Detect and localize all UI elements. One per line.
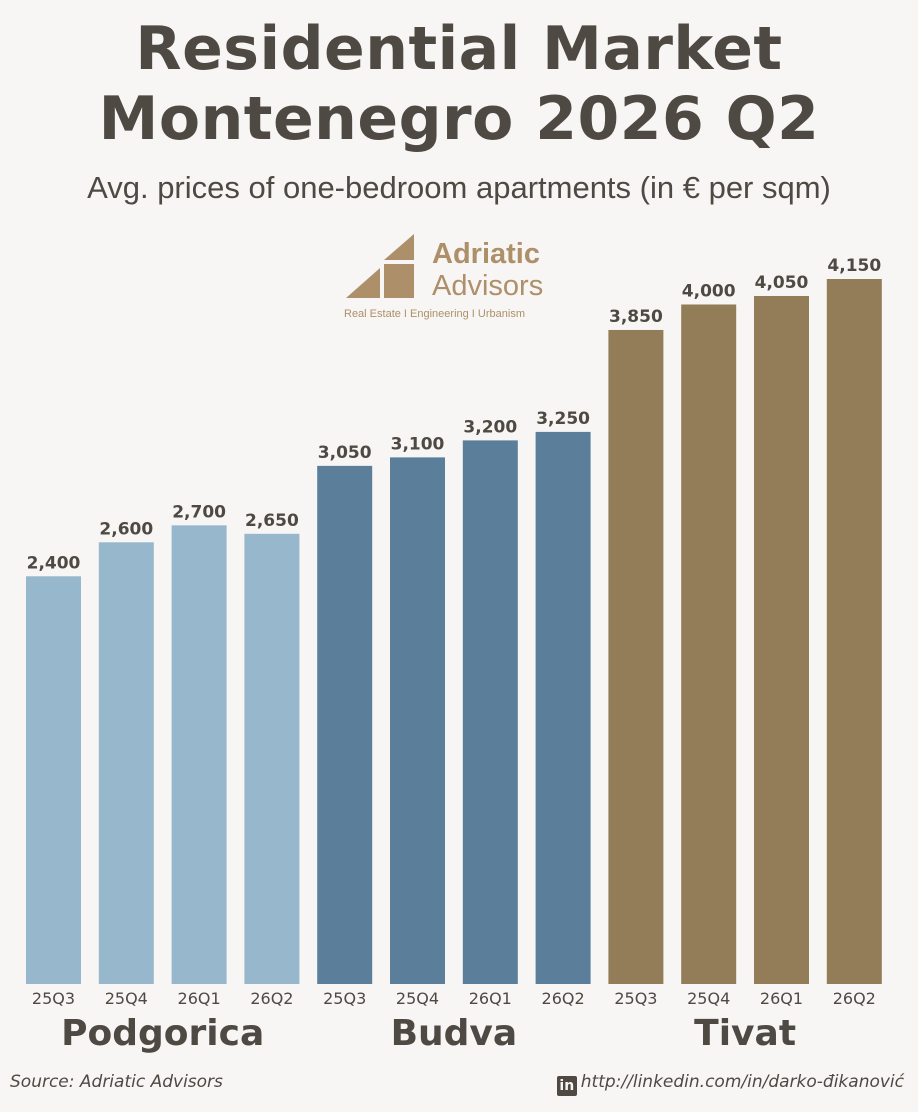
linkedin-url[interactable]: http://linkedin.com/in/darko-đikanović: [580, 1072, 904, 1092]
bar-chart: 2,400 25Q3 2,600 25Q4 2,700 26Q1 2,650 26Q2 3,05…: [26, 256, 882, 1008]
value-label: 3,050: [318, 443, 372, 463]
value-label: 4,150: [827, 256, 881, 276]
x-tick-label: 26Q1: [178, 989, 221, 1008]
adriatic-advisors-logo: Adriatic Advisors Real Estate I Engineer…: [340, 234, 570, 326]
x-tick-label: 26Q2: [542, 989, 585, 1008]
value-label: 3,100: [391, 434, 445, 454]
bar-tivat-25q3: [608, 329, 664, 984]
x-tick-label: 25Q4: [687, 989, 730, 1008]
source-note: Source: Adriatic Advisors: [10, 1072, 223, 1092]
x-tick-label: 25Q4: [105, 989, 148, 1008]
value-label: 2,600: [99, 519, 153, 539]
logo-tagline: Real Estate I Engineering I Urbanism: [344, 308, 525, 320]
value-label: 3,850: [609, 307, 663, 327]
group-label-tivat: Tivat: [694, 1013, 797, 1054]
title-line-1: Residential Market: [135, 14, 783, 84]
x-tick-label: 25Q3: [32, 989, 75, 1008]
bar-podgorica-26q2: [244, 533, 300, 984]
x-tick-label: 26Q2: [833, 989, 876, 1008]
x-tick-label: 26Q1: [469, 989, 512, 1008]
value-label: 4,050: [755, 273, 809, 293]
bar-tivat-26q1: [754, 295, 809, 985]
value-label: 4,000: [682, 281, 736, 301]
x-tick-label: 26Q1: [760, 989, 803, 1008]
linkedin-icon: in: [556, 1076, 577, 1096]
bar-tivat-25q4: [681, 304, 737, 984]
x-tick-label: 26Q2: [250, 989, 293, 1008]
value-label: 2,700: [172, 502, 226, 522]
group-label-budva: Budva: [390, 1013, 518, 1054]
value-label: 2,400: [27, 553, 81, 573]
value-label: 3,200: [463, 417, 517, 437]
bar-podgorica-25q3: [26, 576, 81, 984]
value-label: 3,250: [536, 409, 590, 429]
logo-mark-icon: [346, 234, 414, 298]
x-tick-label: 25Q4: [396, 989, 439, 1008]
bar-budva-25q3: [317, 465, 373, 985]
linkedin-link[interactable]: in http://linkedin.com/in/darko-đikanović: [556, 1072, 904, 1096]
bar-podgorica-25q4: [98, 542, 154, 984]
bar-budva-26q2: [535, 431, 591, 984]
bar-podgorica-26q1: [171, 525, 227, 984]
group-label-podgorica: Podgorica: [61, 1013, 265, 1054]
logo-name-line-2: Advisors: [432, 270, 544, 302]
title-line-2: Montenegro 2026 Q2: [98, 84, 820, 154]
x-tick-label: 25Q3: [614, 989, 657, 1008]
bar-budva-25q4: [390, 457, 445, 984]
chart-subtitle: Avg. prices of one-bedroom apartments (i…: [87, 170, 831, 205]
bar-budva-26q1: [462, 440, 518, 985]
chart-title: Residential Market Montenegro 2026 Q2: [0, 14, 918, 154]
logo-name-line-1: Adriatic: [432, 238, 540, 270]
x-tick-label: 25Q3: [323, 989, 366, 1008]
value-label: 2,650: [245, 511, 299, 531]
bar-tivat-26q2: [826, 279, 882, 984]
